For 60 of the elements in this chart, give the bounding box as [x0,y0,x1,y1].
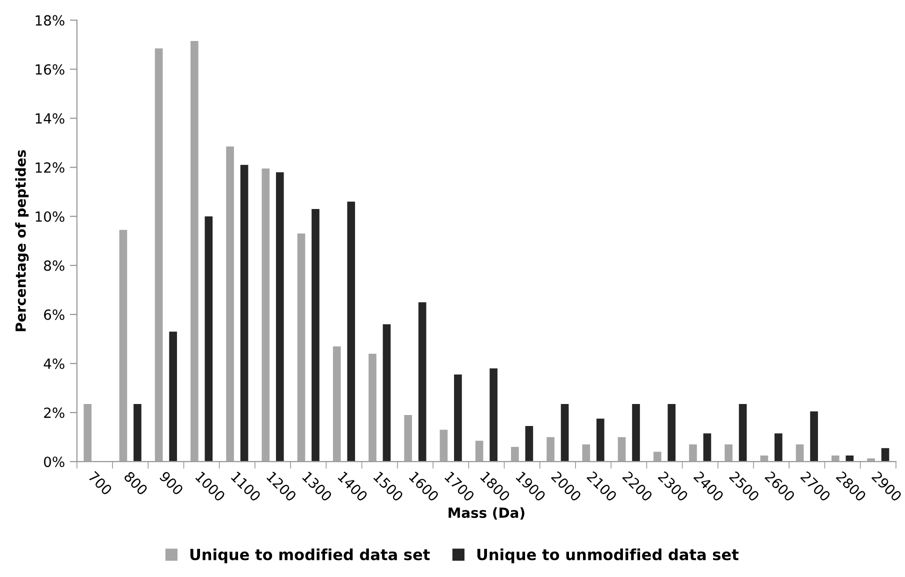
bar [511,446,519,462]
bar [226,146,234,462]
y-axis-title: Percentage of peptides [15,150,29,332]
bar [418,302,426,462]
bar [738,404,747,462]
y-tick-label: 10% [36,211,64,222]
bar [846,455,854,462]
bar [347,202,356,462]
bar [404,415,412,462]
bar [560,404,569,462]
bar [119,230,128,462]
bar [204,216,213,462]
bar [190,41,198,462]
y-tick-label: 14% [36,113,64,124]
y-tick-label: 16% [36,64,64,75]
bar [440,430,448,462]
legend-label: Unique to unmodified data set [477,548,739,564]
bar [582,444,590,462]
y-tick-label: 6% [44,309,64,320]
bar [382,324,391,462]
bar [689,444,697,462]
bar [774,433,782,462]
bar [84,404,92,462]
bar [831,455,840,462]
bar [490,368,498,462]
bar [546,437,554,462]
y-tick-label: 0% [44,456,64,468]
bar [475,440,484,462]
legend-label: Unique to modified data set [190,548,430,564]
bar [332,346,341,462]
bar [596,418,604,462]
bar [368,354,376,462]
bar [154,48,163,462]
x-tick-label: 900 [158,470,184,496]
x-tick-label: 700 [88,470,113,496]
bar [703,433,712,462]
bar [454,374,462,462]
bar [312,209,320,462]
bar [632,404,640,462]
bar [810,411,818,462]
bar [668,404,676,462]
y-tick-label: 12% [36,162,64,173]
bar [525,426,534,462]
x-axis-title: Mass (Da) [448,507,524,520]
x-tick-label: 800 [123,470,148,496]
y-tick-label: 18% [36,15,64,26]
y-tick-label: 2% [44,408,64,418]
bar [276,172,284,462]
bar [724,444,732,462]
bar [618,437,626,462]
y-tick-label: 4% [44,358,64,369]
bar [653,452,662,462]
bar [796,444,804,462]
bar [240,164,248,462]
bar [169,332,177,462]
bar [134,404,142,462]
bar [881,448,890,462]
y-tick-label: 8% [44,260,64,271]
bar [262,168,270,462]
bar [297,234,306,462]
